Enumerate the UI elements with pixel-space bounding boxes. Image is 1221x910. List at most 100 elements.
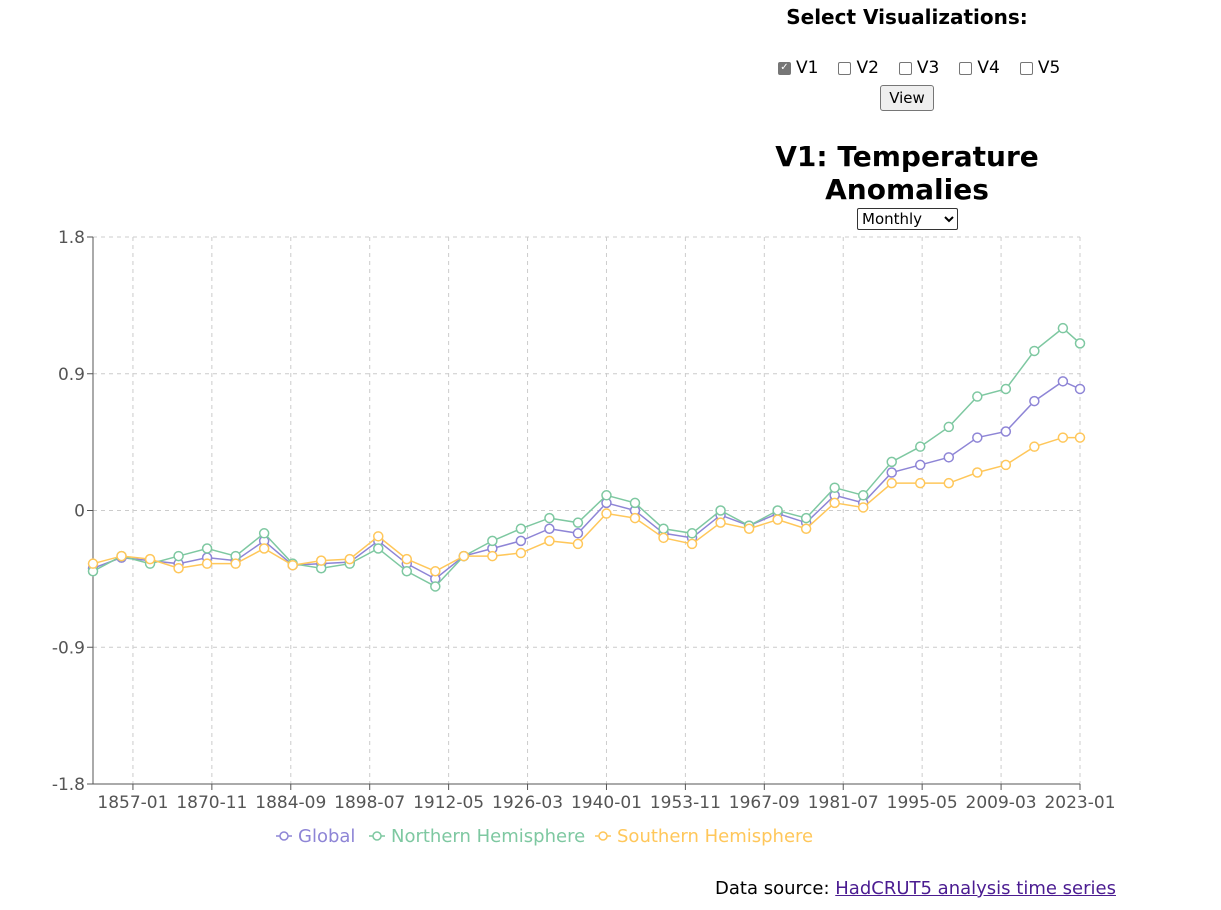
legend-item-global[interactable]: Global [276,826,355,847]
data-point [629,497,641,509]
x-tick-label: 1940-01 [571,793,642,813]
data-point [915,477,926,489]
y-tick-label: -0.9 [52,638,85,658]
select-visualizations-heading: Select Visualizations: [786,5,1028,29]
data-point [487,550,498,562]
data-point [972,432,983,443]
data-point [800,512,812,524]
data-point [201,543,213,554]
data-point [258,543,270,554]
data-point [287,559,298,571]
checkbox-v2-label: V2 [856,58,879,78]
checkbox-v3[interactable]: V3 [881,58,939,78]
series-layer [87,322,1086,592]
data-point [572,528,584,539]
data-point [1074,338,1086,349]
legend-label: Southern Hemisphere [617,826,813,847]
data-point [1057,432,1069,443]
legend-item-south[interactable]: Southern Hemisphere [595,826,813,847]
checkbox-v1[interactable]: ✓ V1 [760,58,818,78]
data-point [829,482,840,493]
checkbox-v4-box[interactable] [959,61,973,75]
data-point [401,566,413,577]
data-point [857,490,869,501]
x-tick-label: 1995-05 [887,793,958,813]
y-tick-label: 1.8 [58,228,85,248]
data-point [544,523,555,534]
data-point [87,558,99,569]
x-tick-label: 1884-09 [255,793,326,813]
series-line-north [92,327,1081,588]
checkbox-v5[interactable]: V5 [1002,58,1060,78]
data-point [258,528,270,539]
data-point [401,553,413,565]
data-point [715,505,726,516]
data-point [886,477,897,489]
checkbox-v5-box[interactable] [1019,61,1033,75]
x-tick-label: 1912-05 [413,793,484,813]
checkbox-v4[interactable]: V4 [941,58,1000,78]
data-point [1074,383,1086,395]
x-tick-label: 1926-03 [492,793,563,813]
data-point [715,517,726,528]
y-tick-label: 0 [74,502,85,522]
checkbox-v2[interactable]: V2 [820,58,879,78]
data-point [829,497,840,509]
data-point [344,553,355,565]
data-point [544,512,555,524]
x-tick-label: 1870-11 [176,793,247,813]
data-source-line: Data source: HadCRUT5 analysis time seri… [715,878,1116,899]
data-point [743,523,755,534]
x-tick-label: 2023-01 [1044,793,1115,813]
legend-swatch-marker [372,831,382,841]
data-point [800,523,812,534]
series-north [87,322,1086,592]
legend-label: Northern Hemisphere [391,826,585,847]
data-point [515,523,527,534]
legend-swatch-marker [598,831,608,841]
view-button[interactable]: View [880,85,934,111]
data-point [1000,383,1012,395]
data-point [658,523,669,534]
data-point [686,538,698,550]
checkbox-v3-label: V3 [916,58,940,78]
data-point [515,535,527,547]
data-point [915,441,926,452]
chart-title: V1: Temperature Anomalies [775,140,1039,206]
visualization-checkbox-group: ✓ V1 V2 V3 V4 V5 [760,58,1060,78]
data-point [430,566,441,577]
y-tick-label: 0.9 [58,365,85,385]
axes: -1.8 -0.9 0 0.9 1.8 1857-01 1870-11 1884-09 1898… [52,228,1116,813]
interval-select[interactable]: Monthly [857,208,958,230]
data-point [315,555,327,566]
series-line-global [92,380,1081,580]
data-point [1000,459,1012,471]
data-point [1029,395,1040,407]
checkbox-v2-box[interactable] [838,61,852,75]
data-point [116,550,127,562]
data-point [1000,426,1012,437]
checkbox-v1-box[interactable]: ✓ [778,61,791,75]
data-point [772,514,783,525]
data-point [629,512,641,524]
checkbox-v4-label: V4 [977,58,1000,78]
x-tick-label: 1857-01 [97,793,168,813]
checkbox-v1-label: V1 [796,58,819,78]
legend-item-north[interactable]: Northern Hemisphere [369,826,585,847]
legend-label: Global [298,826,355,847]
data-point [601,508,612,519]
data-point [373,543,384,554]
data-point [857,502,869,513]
x-tick-label: 1967-09 [729,793,800,813]
data-source-link[interactable]: HadCRUT5 analysis time series [835,878,1116,899]
data-point [972,467,983,478]
x-tick-label: 2009-03 [966,793,1037,813]
data-point [1057,322,1069,334]
data-point [1057,376,1069,387]
data-point [173,550,184,562]
data-point [430,581,441,592]
temperature-anomaly-chart: -1.8 -0.9 0 0.9 1.8 1857-01 1870-11 1884-09 1898… [52,228,1116,847]
data-point [458,550,470,562]
data-point [943,452,955,463]
checkbox-v3-box[interactable] [898,61,912,75]
